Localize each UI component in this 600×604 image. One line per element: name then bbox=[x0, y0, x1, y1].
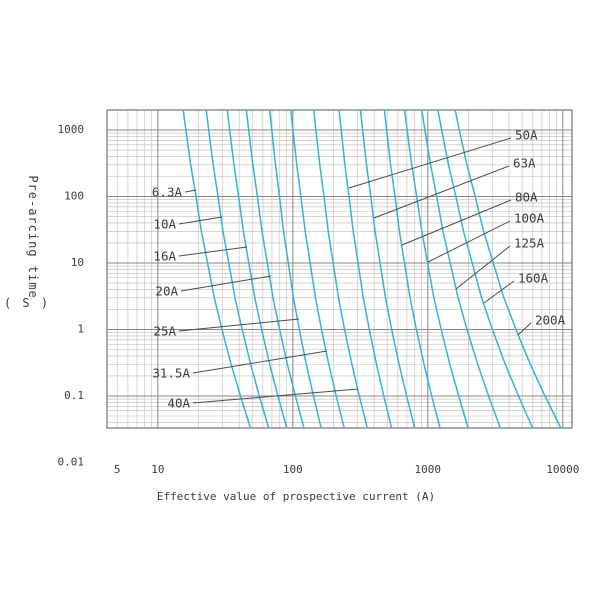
y-tick-100: 100 bbox=[64, 190, 84, 203]
fuse-curve-31.5A bbox=[290, 109, 345, 429]
curve-label-160A: 160A bbox=[518, 271, 549, 286]
leader-line-125A bbox=[455, 245, 511, 290]
x-tick-100: 100 bbox=[283, 463, 303, 476]
leader-line-40A bbox=[192, 388, 359, 404]
x-axis-title: Effective value of prospective current (… bbox=[157, 490, 435, 503]
fuse-curve-16A bbox=[226, 109, 288, 429]
curve-label-125A: 125A bbox=[514, 236, 545, 251]
grid-minor-lines bbox=[107, 109, 572, 428]
fuse-curve-63A bbox=[359, 109, 416, 429]
curves-group bbox=[182, 109, 562, 429]
curve-label-10A: 10A bbox=[153, 217, 176, 232]
leader-line-6.3A bbox=[184, 189, 197, 193]
curve-label-50A: 50A bbox=[515, 128, 538, 143]
fuse-curve-6.3A bbox=[182, 109, 252, 429]
y-axis-unit: ( S ) bbox=[4, 296, 50, 310]
curve-label-25A: 25A bbox=[153, 324, 176, 339]
curve-labels-group: 6.3A 10A 16A 20A 25A 31.5A 40A 50A 63A 80A 100A 125… bbox=[152, 128, 566, 411]
y-tick-0.1: 0.1 bbox=[64, 389, 84, 402]
fuse-curve-80A bbox=[383, 109, 441, 429]
y-tick-1000: 1000 bbox=[58, 123, 85, 136]
curve-label-16A: 16A bbox=[153, 249, 176, 264]
leader-lines-group bbox=[178, 137, 532, 404]
x-tick-10000: 10000 bbox=[546, 463, 579, 476]
fuse-curve-160A bbox=[437, 109, 534, 429]
leader-line-100A bbox=[427, 220, 511, 263]
tick-labels-group: 5 10 100 1000 10000 1000 100 10 1 0.1 0.01 bbox=[58, 123, 580, 476]
fuse-curve-10A bbox=[205, 109, 270, 429]
curve-label-6.3A: 6.3A bbox=[152, 185, 183, 200]
leader-line-80A bbox=[401, 199, 512, 246]
y-tick-0.01: 0.01 bbox=[58, 456, 85, 469]
curve-label-80A: 80A bbox=[515, 190, 538, 205]
curve-label-20A: 20A bbox=[155, 284, 178, 299]
leader-line-63A bbox=[373, 165, 510, 219]
fuse-curve-20A bbox=[245, 109, 305, 429]
grid-major-lines bbox=[107, 110, 572, 428]
curve-label-40A: 40A bbox=[167, 396, 190, 411]
curve-label-31.5A: 31.5A bbox=[152, 366, 190, 381]
y-axis-title: Pre-arcing time bbox=[26, 175, 40, 298]
leader-line-160A bbox=[483, 280, 515, 304]
fuse-curve-100A bbox=[403, 109, 469, 429]
y-tick-1: 1 bbox=[77, 323, 84, 336]
curve-label-200A: 200A bbox=[535, 313, 566, 328]
leader-line-50A bbox=[348, 137, 512, 189]
curve-label-100A: 100A bbox=[514, 211, 545, 226]
fuse-curve-50A bbox=[338, 109, 393, 429]
leader-line-200A bbox=[517, 322, 532, 336]
x-tick-5: 5 bbox=[114, 463, 121, 476]
fuse-curve-200A bbox=[454, 109, 562, 429]
x-tick-1000: 1000 bbox=[415, 463, 442, 476]
leader-line-20A bbox=[180, 275, 272, 292]
x-tick-10: 10 bbox=[151, 463, 164, 476]
leader-line-10A bbox=[178, 216, 223, 225]
fuse-curve-40A bbox=[313, 109, 369, 429]
curve-label-63A: 63A bbox=[513, 156, 536, 171]
leader-line-31.5A bbox=[192, 350, 328, 374]
fuse-curve-25A bbox=[268, 109, 322, 429]
y-tick-10: 10 bbox=[71, 256, 84, 269]
fuse-curve-125A bbox=[421, 109, 502, 429]
leader-line-16A bbox=[178, 246, 248, 257]
leader-line-25A bbox=[178, 318, 300, 332]
